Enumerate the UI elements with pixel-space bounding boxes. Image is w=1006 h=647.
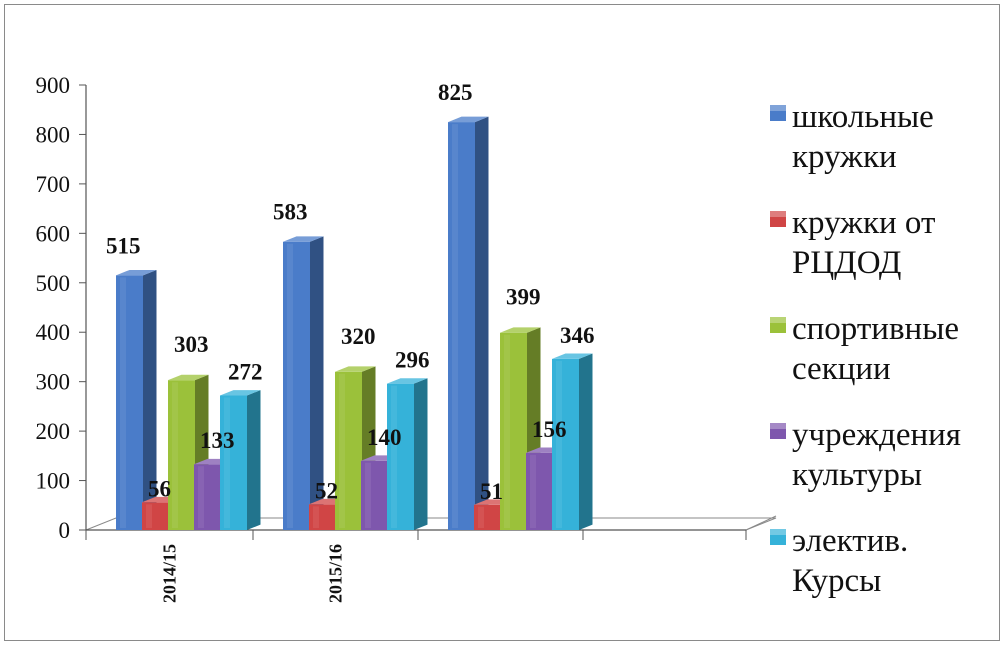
bar-side	[414, 378, 428, 530]
legend-swatch-highlight	[770, 211, 786, 217]
legend-swatch-highlight	[770, 317, 786, 323]
y-tick-label: 900	[36, 73, 71, 98]
legend-label: спортивные	[792, 311, 959, 347]
y-tick-label: 100	[36, 469, 71, 494]
data-label: 56	[148, 476, 171, 501]
bar-highlight	[120, 277, 126, 528]
data-label: 156	[532, 417, 567, 442]
data-label: 825	[438, 80, 473, 105]
legend-label: кружки от	[792, 205, 935, 241]
y-tick-label: 0	[59, 518, 71, 543]
data-label: 583	[273, 200, 308, 225]
legend-swatch-highlight	[770, 105, 786, 111]
data-labels-group: 515 56 303 133 272 583 52 320 140 296 825 51 399 156 3…	[106, 80, 595, 504]
legend-label: культуры	[792, 457, 922, 493]
legend-label: секции	[792, 351, 891, 387]
bar-top	[283, 236, 324, 242]
bar-top	[552, 353, 593, 359]
data-label: 133	[200, 428, 235, 453]
bar-highlight	[391, 385, 397, 528]
legend-label: Курсы	[792, 563, 881, 599]
bar-highlight	[313, 506, 319, 528]
y-tick-label: 700	[36, 172, 71, 197]
data-label: 346	[560, 323, 595, 348]
bar-highlight	[556, 360, 562, 528]
data-label: 51	[480, 479, 503, 504]
legend: школьные кружки кружки от РЦДОД спортивные се…	[770, 99, 961, 599]
bar-side	[247, 390, 261, 530]
bar-highlight	[146, 504, 152, 528]
data-label: 515	[106, 233, 141, 258]
data-label: 303	[174, 332, 209, 357]
bar-top	[116, 269, 157, 276]
legend-label: учреждения	[792, 417, 961, 453]
bar-highlight	[478, 506, 484, 528]
bar-highlight	[172, 382, 178, 528]
bar-highlight	[365, 462, 371, 528]
data-label: 52	[315, 478, 338, 503]
bar-highlight	[504, 334, 510, 528]
data-label: 399	[506, 285, 541, 310]
bar-side	[143, 269, 157, 530]
bar-highlight	[198, 466, 204, 528]
legend-label: школьные	[792, 99, 934, 135]
bar-highlight	[224, 397, 230, 528]
legend-label: РЦДОД	[792, 245, 901, 281]
y-tick-label: 800	[36, 122, 71, 147]
bar-highlight	[530, 454, 536, 528]
y-tick-label: 300	[36, 370, 71, 395]
y-tick-label: 600	[36, 221, 71, 246]
data-label: 296	[395, 348, 430, 373]
y-tick-label: 400	[36, 320, 71, 345]
bar-side	[579, 353, 593, 530]
data-label: 320	[341, 324, 376, 349]
x-tick-label: 2014/15	[160, 544, 180, 603]
legend-swatch-highlight	[770, 423, 786, 429]
bar-side	[475, 116, 489, 530]
bar-highlight	[452, 124, 458, 528]
bar-top	[500, 327, 541, 333]
bar-top	[168, 374, 209, 381]
x-tick-label: 2015/16	[326, 544, 346, 603]
legend-swatch-highlight	[770, 529, 786, 535]
y-tick-label: 500	[36, 271, 71, 296]
data-label: 140	[367, 425, 402, 450]
legend-label: кружки	[792, 139, 897, 175]
bar-side	[310, 236, 324, 531]
y-tick-label: 200	[36, 419, 71, 444]
floor-edge	[745, 515, 777, 531]
data-label: 272	[228, 360, 263, 385]
bar-highlight	[339, 373, 345, 528]
bar-top	[387, 378, 428, 384]
bar-highlight	[287, 243, 293, 528]
bar-top	[335, 366, 376, 372]
chart-frame	[4, 4, 1000, 641]
bar-top	[448, 116, 489, 123]
bar-top	[220, 390, 261, 396]
chart-axes: 0 100 200 300 400 500 600 700 800 900 2014/15 2015/…	[36, 73, 777, 603]
bar-series-group	[116, 116, 593, 531]
legend-label: электив.	[792, 523, 908, 559]
